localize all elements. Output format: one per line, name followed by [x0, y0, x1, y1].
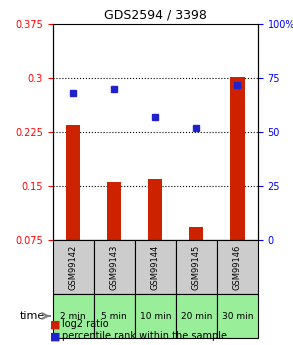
Text: ■: ■	[50, 332, 60, 341]
Text: percentile rank within the sample: percentile rank within the sample	[62, 332, 226, 341]
Text: GSM99143: GSM99143	[110, 244, 119, 290]
FancyBboxPatch shape	[135, 240, 176, 294]
FancyBboxPatch shape	[53, 294, 94, 338]
Bar	[148, 179, 162, 240]
FancyBboxPatch shape	[217, 240, 258, 294]
FancyBboxPatch shape	[176, 294, 217, 338]
Bar	[230, 77, 244, 240]
Text: GSM99146: GSM99146	[233, 244, 242, 290]
Title: GDS2594 / 3398: GDS2594 / 3398	[104, 9, 207, 22]
Text: ■: ■	[50, 319, 60, 329]
Bar	[66, 125, 80, 240]
FancyBboxPatch shape	[53, 240, 94, 294]
FancyBboxPatch shape	[94, 294, 135, 338]
Text: 30 min: 30 min	[222, 312, 253, 321]
Text: 20 min: 20 min	[180, 312, 212, 321]
Text: GSM99145: GSM99145	[192, 244, 201, 289]
Text: GSM99144: GSM99144	[151, 244, 160, 289]
FancyBboxPatch shape	[217, 294, 258, 338]
Text: time: time	[19, 311, 45, 321]
Text: 5 min: 5 min	[101, 312, 127, 321]
Text: log2 ratio: log2 ratio	[62, 319, 108, 329]
FancyBboxPatch shape	[94, 240, 135, 294]
FancyBboxPatch shape	[176, 240, 217, 294]
Text: 10 min: 10 min	[139, 312, 171, 321]
Bar	[107, 183, 121, 240]
FancyBboxPatch shape	[135, 294, 176, 338]
Text: GSM99142: GSM99142	[69, 244, 78, 289]
Text: 2 min: 2 min	[60, 312, 86, 321]
Bar	[189, 227, 204, 240]
